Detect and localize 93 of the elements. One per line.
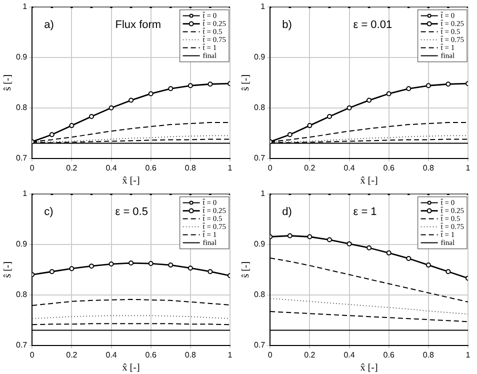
point: [69, 266, 74, 272]
point: [346, 241, 352, 246]
x-axis-title: x̂ [-]: [360, 176, 378, 187]
y-tick-label: 0.9: [254, 52, 266, 62]
y-tick-label: 0.9: [16, 240, 28, 249]
point: [426, 83, 431, 88]
x-tick-label: 1: [466, 350, 471, 360]
x-tick-label: 0.8: [422, 163, 435, 172]
x-tick-label: 0: [268, 350, 273, 360]
y-tick-label: 1: [22, 189, 28, 198]
line-series: [270, 298, 468, 315]
x-axis-title: x̂ [-]: [360, 362, 378, 374]
x-tick-label: 0: [30, 350, 35, 360]
point: [406, 256, 412, 261]
y-tick-label: 1: [260, 2, 266, 12]
point: [148, 261, 154, 266]
annotation: a): [44, 18, 54, 31]
annotation: c): [44, 206, 54, 218]
point: [148, 91, 154, 96]
point: [287, 132, 292, 138]
y-tick-label: 0.7: [254, 340, 266, 350]
y-tick-label: 0.7: [254, 154, 266, 163]
x-tick-label: 0.4: [106, 163, 118, 172]
point: [208, 82, 213, 87]
y-axis-title: ŝ [-]: [2, 261, 14, 278]
x-tick-label: 0.6: [383, 350, 395, 360]
y-tick-label: 0.7: [16, 340, 28, 350]
y-tick-label: 0.8: [16, 290, 28, 300]
point: [188, 266, 193, 271]
x-axis-title: x̂ [-]: [122, 176, 140, 187]
point: [188, 83, 193, 88]
point: [446, 82, 451, 87]
point: [346, 105, 352, 110]
point: [307, 123, 312, 128]
point: [108, 262, 114, 267]
x-tick-label: 0.2: [304, 350, 316, 360]
point: [446, 269, 451, 274]
point: [386, 91, 392, 96]
y-tick-label: 0.9: [254, 240, 266, 249]
x-tick-label: 0.4: [106, 350, 118, 360]
x-tick-label: 0.2: [304, 163, 316, 172]
point: [326, 237, 332, 242]
annotation: ε = 0.5: [115, 206, 148, 218]
point: [366, 245, 372, 250]
x-tick-label: 0: [30, 163, 35, 172]
point: [426, 262, 431, 268]
x-tick-label: 0.2: [66, 163, 78, 172]
point: [88, 264, 94, 269]
point: [108, 105, 114, 110]
x-tick-label: 0.6: [383, 163, 395, 172]
x-tick-label: 0.6: [145, 163, 157, 172]
point: [128, 98, 134, 103]
y-tick-label: 0.9: [16, 52, 28, 62]
point: [88, 114, 94, 119]
point: [168, 86, 174, 92]
point: [168, 262, 174, 268]
y-axis-title: ŝ [-]: [240, 74, 252, 91]
point: [326, 114, 332, 119]
x-tick-label: 0.4: [344, 163, 356, 172]
x-tick-label: 1: [228, 163, 233, 172]
annotation: ε = 0.01: [353, 18, 392, 31]
point: [69, 123, 74, 128]
point: [366, 98, 372, 103]
point: [406, 86, 412, 92]
point: [208, 269, 213, 274]
x-tick-label: 0.4: [344, 350, 356, 360]
annotation: ε = 1: [353, 206, 377, 218]
annotation: d): [282, 206, 292, 218]
point: [49, 132, 54, 138]
x-tick-label: 0: [268, 163, 273, 172]
x-tick-label: 0.8: [184, 163, 197, 172]
point: [49, 269, 54, 274]
x-tick-label: 0.2: [66, 350, 78, 360]
y-tick-label: 0.7: [16, 154, 28, 163]
y-tick-label: 1: [260, 189, 266, 198]
y-tick-label: 0.8: [254, 290, 266, 300]
y-axis-title: ŝ [-]: [2, 74, 14, 91]
annotation: Flux form: [115, 18, 162, 31]
y-axis-title: ŝ [-]: [240, 261, 252, 278]
point: [287, 233, 292, 238]
x-tick-label: 0.8: [184, 350, 197, 360]
y-tick-label: 0.8: [254, 103, 266, 112]
y-tick-label: 0.8: [16, 103, 28, 112]
y-tick-label: 1: [22, 2, 28, 12]
x-tick-label: 1: [228, 350, 233, 360]
annotation: b): [282, 18, 292, 31]
point: [307, 234, 312, 240]
x-tick-label: 0.8: [422, 350, 435, 360]
x-tick-label: 1: [466, 163, 471, 172]
point: [386, 250, 392, 256]
point: [128, 260, 134, 266]
x-axis-title: x̂ [-]: [122, 362, 140, 374]
x-tick-label: 0.6: [145, 350, 157, 360]
